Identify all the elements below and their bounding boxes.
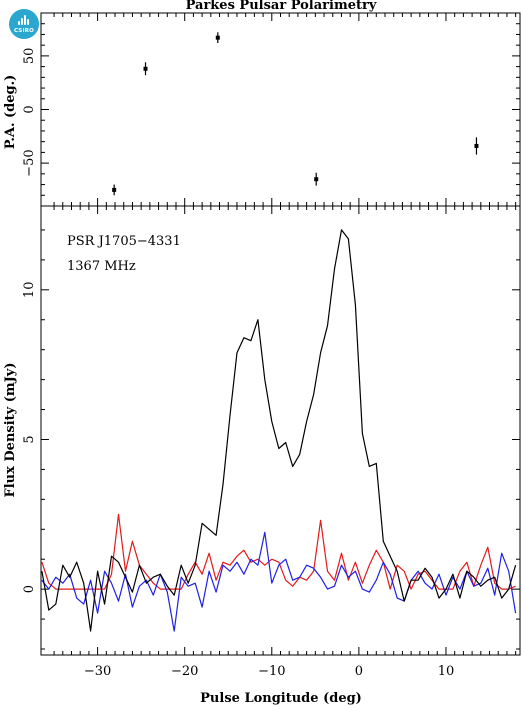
pa-axis-label: P.A. (deg.) (3, 75, 18, 150)
flux-y-tick-label: 0 (22, 585, 37, 593)
logo-text: CSIRO (13, 28, 35, 34)
frequency-annotation: 1367 MHz (67, 259, 136, 274)
chart-title: Parkes Pulsar Polarimetry (186, 0, 377, 13)
pa-y-tick-label: −50 (22, 149, 37, 176)
x-tick-label: −10 (258, 664, 285, 679)
csiro-logo: CSIRO (9, 9, 39, 39)
x-tick-label: 0 (355, 664, 363, 679)
pa-point (474, 143, 479, 148)
circular-polarization-line (41, 531, 517, 632)
flux-y-tick-label: 10 (22, 282, 37, 299)
pa-y-tick-label: 50 (22, 48, 37, 65)
pa-point (143, 66, 148, 71)
x-tick-label: −20 (171, 664, 198, 679)
x-tick-label: −30 (84, 664, 111, 679)
x-axis-label: Pulse Longitude (deg) (200, 691, 362, 706)
pa-point (215, 35, 220, 40)
flux-y-tick-label: 5 (22, 435, 37, 443)
linear-polarization-line (41, 513, 516, 590)
x-tick-label: 10 (438, 664, 455, 679)
axis-ticks: −30 −20 −10 0 10 −50 0 50 0 5 10 (22, 13, 520, 679)
flux-series (41, 229, 517, 632)
pa-y-tick-label: 0 (22, 105, 37, 113)
pa-point (112, 187, 117, 192)
total-intensity-line (41, 229, 517, 632)
logo-bars-icon (18, 15, 30, 25)
flux-axis-label: Flux Density (mJy) (3, 363, 18, 498)
psr-name-annotation: PSR J1705−4331 (67, 234, 181, 249)
pa-points (112, 32, 479, 196)
pa-panel-frame (40, 12, 521, 207)
pa-point (314, 177, 319, 182)
